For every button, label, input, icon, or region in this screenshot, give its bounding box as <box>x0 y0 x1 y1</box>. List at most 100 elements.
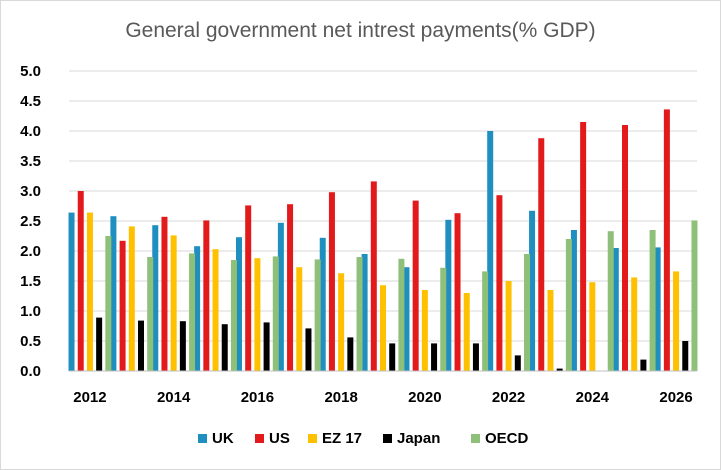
bar-us <box>245 205 252 371</box>
bar-us <box>77 191 84 371</box>
bar-uk <box>110 216 117 371</box>
bar-uk <box>403 267 410 371</box>
y-tick-label: 2.0 <box>20 243 41 260</box>
bar-japan <box>263 322 270 371</box>
bar-oecd <box>272 256 279 371</box>
bar-japan <box>431 343 438 371</box>
bar-oecd <box>230 260 237 371</box>
legend-label: UK <box>212 430 234 447</box>
bar-us <box>412 200 419 371</box>
bar-ez-17 <box>505 281 512 371</box>
bar-us <box>328 192 335 371</box>
bar-us <box>287 204 294 371</box>
bar-ez-17 <box>589 282 596 371</box>
legend-label: US <box>269 430 290 447</box>
legend-swatch <box>255 434 264 443</box>
bar-us <box>538 138 545 371</box>
bar-uk <box>654 247 661 371</box>
bar-japan <box>347 337 354 371</box>
x-tick-label: 2012 <box>73 389 106 406</box>
bar-uk <box>68 212 75 371</box>
bar-us <box>622 125 628 371</box>
bar-uk <box>361 254 368 371</box>
y-tick-label: 3.5 <box>20 153 41 170</box>
bar-ez-17 <box>421 290 428 371</box>
bar-uk <box>612 248 619 371</box>
legend-swatch <box>198 434 207 443</box>
legend-label: EZ 17 <box>322 430 362 447</box>
bar-us <box>370 181 377 371</box>
bar-japan <box>640 359 647 371</box>
bar-ez-17 <box>128 226 135 371</box>
bar-uk <box>487 131 494 371</box>
x-tick-label: 2026 <box>659 389 692 406</box>
bar-us <box>580 122 587 371</box>
bar-japan <box>305 328 312 371</box>
y-tick-label: 2.5 <box>20 213 41 230</box>
bar-oecd <box>691 220 698 371</box>
bar-uk <box>152 225 159 371</box>
bar-japan <box>556 368 563 371</box>
bar-oecd <box>649 230 656 371</box>
bar-oecd <box>356 257 363 371</box>
bar-ez-17 <box>212 249 219 371</box>
bar-us <box>454 213 461 371</box>
bar-uk <box>445 219 452 371</box>
bar-ez-17 <box>170 235 177 371</box>
bar-oecd <box>440 267 447 371</box>
bar-uk <box>236 237 242 371</box>
bar-us <box>496 195 503 371</box>
y-tick-label: 0.0 <box>20 363 41 380</box>
bar-uk <box>277 222 284 371</box>
bar-oecd <box>314 259 321 371</box>
bar-us <box>161 216 168 371</box>
bar-ez-17 <box>631 277 638 371</box>
bar-japan <box>682 341 689 371</box>
bar-japan <box>472 343 479 371</box>
bar-japan <box>179 321 186 371</box>
bar-japan <box>138 320 144 371</box>
bar-uk <box>570 230 577 371</box>
legend-swatch <box>471 434 480 443</box>
y-tick-label: 4.0 <box>20 123 41 140</box>
bar-japan <box>221 324 228 371</box>
x-tick-label: 2022 <box>492 389 525 406</box>
bar-japan <box>389 343 396 371</box>
bar-oecd <box>147 257 154 371</box>
bar-oecd <box>607 231 614 371</box>
bar-uk <box>319 237 326 371</box>
bar-ez-17 <box>380 285 386 371</box>
legend-label: OECD <box>485 430 529 447</box>
bar-ez-17 <box>296 267 303 371</box>
bar-uk <box>529 210 536 371</box>
bar-ez-17 <box>463 293 470 371</box>
bar-oecd <box>105 236 112 371</box>
bar-japan <box>514 355 521 371</box>
bar-ez-17 <box>338 273 345 371</box>
bar-oecd <box>398 258 405 371</box>
bar-us <box>119 240 126 371</box>
bar-oecd <box>524 254 530 371</box>
bar-japan <box>96 317 103 371</box>
x-tick-label: 2024 <box>576 389 610 406</box>
bar-uk <box>194 246 201 371</box>
bar-ez-17 <box>254 258 261 371</box>
y-tick-label: 1.5 <box>20 273 41 290</box>
x-tick-label: 2020 <box>408 389 441 406</box>
bar-oecd <box>189 253 196 371</box>
chart-title: General government net intrest payments(… <box>125 19 596 42</box>
y-tick-label: 5.0 <box>20 63 41 80</box>
x-tick-label: 2016 <box>241 389 274 406</box>
y-tick-label: 1.0 <box>20 303 41 320</box>
legend-swatch <box>308 434 317 443</box>
x-tick-label: 2018 <box>324 389 357 406</box>
y-tick-label: 3.0 <box>20 183 41 200</box>
bar-ez-17 <box>86 212 93 371</box>
bar-ez-17 <box>547 290 554 371</box>
bar-oecd <box>482 271 489 371</box>
bar-oecd <box>565 239 572 371</box>
legend-swatch <box>383 434 392 443</box>
legend-label: Japan <box>397 430 440 447</box>
